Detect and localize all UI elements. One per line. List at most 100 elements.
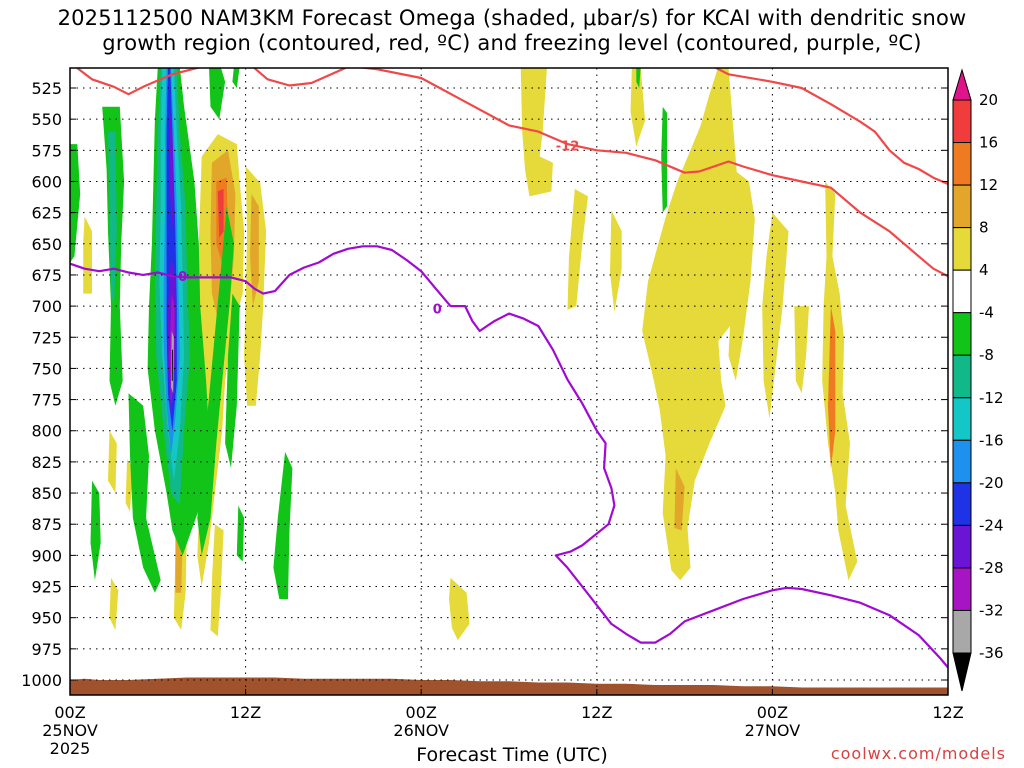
omega-region	[210, 524, 224, 637]
contour-label: 0	[433, 303, 442, 318]
omega-region	[250, 193, 259, 307]
colorbar-label: -4	[979, 304, 994, 322]
x-tick-date: 25NOV	[42, 721, 98, 740]
colorbar-bin	[952, 439, 972, 484]
plot-frame	[69, 67, 949, 696]
y-tick-label: 950	[31, 609, 62, 628]
omega-region	[642, 68, 744, 581]
colorbar-bin	[952, 397, 972, 441]
y-tick-label: 825	[31, 453, 62, 472]
contour-label: -12	[556, 139, 580, 154]
omega-region	[209, 68, 226, 120]
x-tick-label: 12Z	[230, 703, 261, 722]
omega-region	[762, 212, 789, 419]
contour-line	[713, 68, 948, 186]
y-tick-label: 925	[31, 578, 62, 597]
omega-region	[169, 106, 174, 232]
omega-region	[197, 206, 234, 556]
colorbar-label: 20	[979, 91, 998, 109]
omega-region	[630, 68, 646, 147]
y-tick-label: 550	[31, 110, 62, 129]
x-tick-label: 00Z	[406, 703, 437, 722]
y-tick-label: 675	[31, 266, 62, 285]
x-tick-label: 00Z	[54, 703, 85, 722]
contour-line	[76, 68, 202, 96]
colorbar-label: -32	[979, 601, 1004, 619]
y-tick-label: 975	[31, 640, 62, 659]
x-tick-label: 12Z	[932, 703, 963, 722]
colorbar-bin	[952, 269, 972, 314]
omega-region	[674, 468, 685, 531]
x-axis-label: Forecast Time (UTC)	[416, 744, 608, 766]
contour-line	[70, 245, 948, 669]
omega-region	[822, 181, 858, 581]
omega-region	[108, 430, 117, 494]
x-tick-date: 27NOV	[745, 721, 801, 740]
omega-region	[567, 189, 588, 310]
x-tick-date: 26NOV	[393, 721, 449, 740]
colorbar-label: 4	[979, 261, 989, 279]
colorbar-label: -8	[979, 346, 994, 364]
chart-subtitle: growth region (contoured, red, ºC) and f…	[102, 31, 922, 55]
omega-region	[794, 306, 809, 394]
y-tick-label: 625	[31, 204, 62, 223]
y-tick-label: 1000	[21, 671, 62, 690]
y-tick-label: 525	[31, 79, 62, 98]
colorbar-cap-bottom	[952, 652, 972, 692]
contour-label: 0	[178, 270, 187, 285]
y-tick-label: 700	[31, 297, 62, 316]
y-tick-label: 750	[31, 359, 62, 378]
colorbar-bin	[952, 354, 972, 399]
plot-area: -12 0 0	[70, 68, 948, 695]
omega-region	[217, 189, 224, 238]
colorbar-bin	[952, 227, 972, 271]
omega-region	[661, 106, 667, 213]
omega-region	[828, 306, 836, 469]
terrain-surface	[70, 677, 948, 695]
y-tick-label: 875	[31, 515, 62, 534]
y-tick-label: 775	[31, 391, 62, 410]
colorbar-label: -36	[979, 644, 1004, 662]
omega-region	[109, 577, 119, 631]
y-tick-label: 575	[31, 141, 62, 160]
colorbar-label: 8	[979, 219, 989, 237]
omega-region	[108, 131, 117, 307]
y-tick-label: 900	[31, 546, 62, 565]
colorbar-bin	[952, 482, 972, 526]
x-tick-label: 00Z	[757, 703, 788, 722]
colorbar-bin	[952, 99, 972, 144]
omega-region	[90, 480, 101, 581]
x-tick-label: 12Z	[581, 703, 612, 722]
omega-region	[232, 68, 240, 88]
omega-region	[128, 393, 161, 593]
colorbar-bin	[952, 312, 972, 356]
colorbar-bin	[952, 184, 972, 229]
colorbar-bin	[952, 524, 972, 569]
y-tick-label: 800	[31, 422, 62, 441]
colorbar-label: -12	[979, 389, 1004, 407]
colorbar-label: 12	[979, 176, 998, 194]
omega-region	[225, 293, 240, 469]
omega-region	[83, 216, 92, 294]
omega-region	[171, 349, 173, 381]
y-tick-label: 850	[31, 484, 62, 503]
omega-region	[236, 505, 245, 562]
chart-title: 2025112500 NAM3KM Forecast Omega (shaded…	[57, 6, 967, 30]
colorbar-cap-top	[952, 68, 972, 101]
y-tick-label: 650	[31, 235, 62, 254]
omega-region	[449, 577, 470, 641]
colorbar-label: -24	[979, 516, 1004, 534]
x-tick-year: 2025	[50, 739, 91, 758]
omega-region	[70, 144, 81, 263]
colorbar-label: -28	[979, 559, 1004, 577]
omega-region	[273, 451, 293, 599]
colorbar-label: -16	[979, 431, 1004, 449]
colorbar-bin	[952, 609, 972, 654]
omega-region	[728, 169, 755, 381]
y-tick-label: 600	[31, 172, 62, 191]
colorbar-bin	[952, 567, 972, 611]
colorbar-label: -20	[979, 474, 1004, 492]
colorbar-bin	[952, 142, 972, 186]
contour-line	[252, 68, 349, 87]
